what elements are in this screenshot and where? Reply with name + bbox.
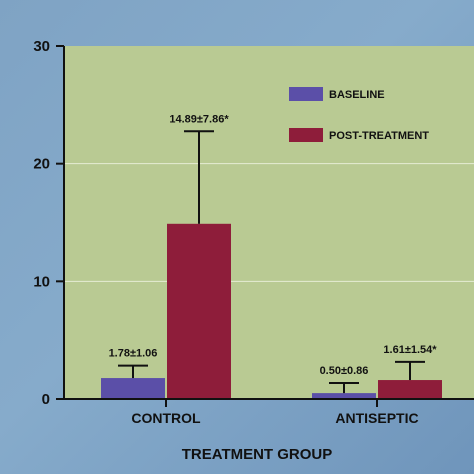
- y-tick-label: 20: [33, 156, 50, 173]
- y-tick-label: 0: [42, 391, 50, 408]
- data-labels: 1.78±1.06 14.89±7.86* 0.50±0.86 1.61±1.54*: [109, 113, 438, 377]
- bars: [101, 223, 442, 399]
- bar-baseline-control: [101, 378, 165, 399]
- bar-baseline-antiseptic: [312, 393, 376, 399]
- data-label: 1.78±1.06: [109, 348, 158, 360]
- legend-label: POST-TREATMENT: [329, 130, 429, 142]
- x-category-label: ANTISEPTIC: [335, 410, 418, 426]
- legend: BASELINE POST-TREATMENT: [289, 87, 429, 142]
- x-category-label: CONTROL: [131, 410, 201, 426]
- y-tick-label: 30: [33, 38, 50, 55]
- legend-swatch: [289, 128, 323, 142]
- y-axis-ticks: 0 10 20 30: [33, 38, 64, 408]
- data-label: 1.61±1.54*: [383, 344, 437, 356]
- data-label: 14.89±7.86*: [169, 113, 229, 125]
- bar-post-treatment-antiseptic: [378, 380, 442, 399]
- bar-post-treatment-control: [167, 223, 231, 399]
- y-tick-label: 10: [33, 273, 50, 290]
- x-axis-title: TREATMENT GROUP: [182, 446, 333, 463]
- legend-label: BASELINE: [329, 89, 385, 101]
- plot-area: [64, 46, 474, 399]
- x-axis-categories: CONTROL ANTISEPTIC: [131, 399, 419, 426]
- gridlines: [64, 163, 474, 282]
- data-label: 0.50±0.86: [320, 365, 369, 377]
- error-bars: [118, 130, 425, 394]
- legend-swatch: [289, 87, 323, 101]
